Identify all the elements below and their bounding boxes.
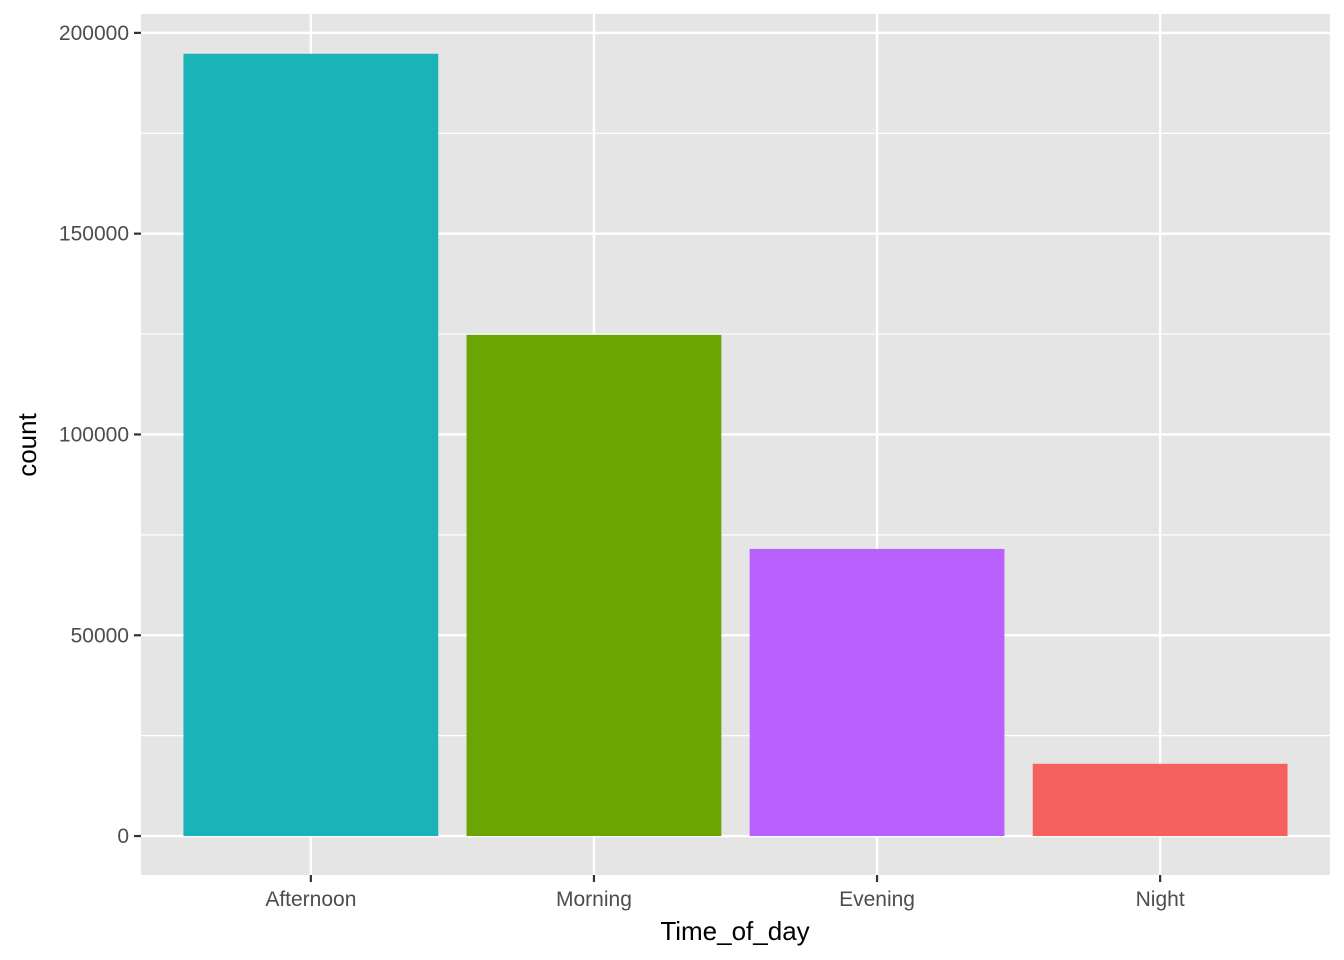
y-axis: 0 50000 100000 150000 200000 — [59, 22, 141, 848]
bar-evening — [749, 548, 1005, 837]
bar-afternoon — [183, 53, 439, 837]
y-tick-label: 150000 — [59, 223, 129, 246]
x-tick-label: Morning — [556, 888, 632, 911]
y-tick-label: 200000 — [59, 22, 129, 45]
x-axis: Afternoon Morning Evening Night — [265, 875, 1185, 911]
bar-night — [1032, 763, 1288, 837]
bar-morning — [466, 334, 722, 837]
y-tick-label: 100000 — [59, 423, 129, 446]
x-tick-label: Evening — [839, 888, 915, 911]
x-tick-label: Night — [1136, 888, 1185, 911]
x-axis-title: Time_of_day — [660, 916, 809, 946]
y-tick-label: 50000 — [71, 624, 129, 647]
y-axis-title: count — [12, 412, 42, 476]
y-tick-label: 0 — [117, 825, 129, 848]
x-tick-label: Afternoon — [265, 888, 356, 911]
bars — [183, 53, 1288, 837]
